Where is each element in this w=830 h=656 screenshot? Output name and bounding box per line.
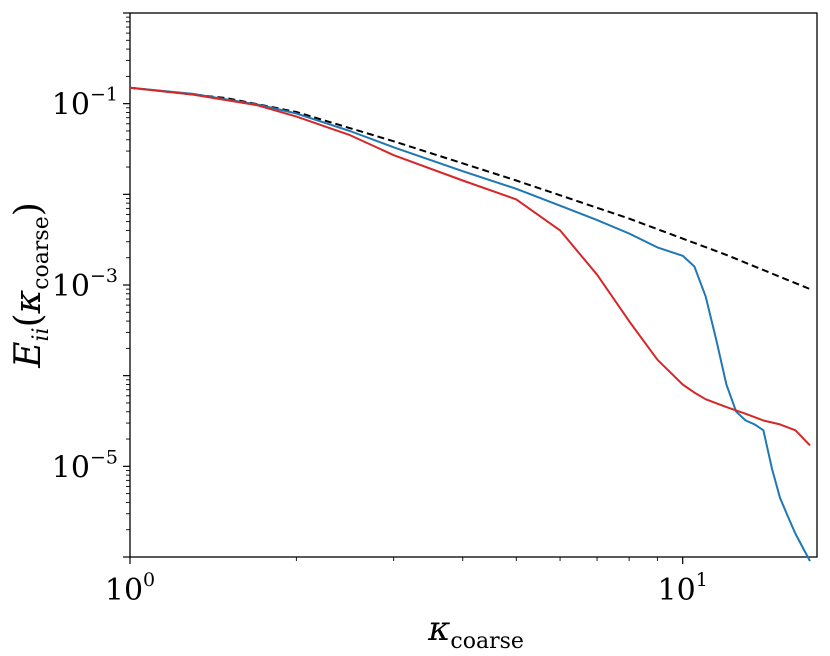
y-axis-ticks: 10−1 10−3 10−5 [52, 12, 130, 558]
y-axis-label-sub: ii [29, 327, 54, 341]
blue-series-line [129, 86, 811, 562]
y-axis-label-main: E [8, 342, 49, 369]
reference-dashed-line [129, 86, 811, 291]
y-axis-label-open: ( [8, 313, 49, 327]
x-tick-label: 101 [658, 569, 708, 608]
x-axis-label: κcoarse [427, 609, 524, 654]
x-axis-ticks: 100 101 [105, 557, 708, 608]
plot-area [129, 12, 818, 558]
y-axis-label-argsub: coarse [29, 216, 54, 290]
red-series-line [129, 86, 811, 447]
y-axis-label: Eii(κcoarse) [8, 202, 54, 369]
y-tick-label: 10−3 [52, 265, 118, 304]
y-tick-label: 10−1 [52, 84, 118, 123]
y-tick-label: 10−5 [52, 446, 118, 485]
y-axis-label-arg: κ [8, 289, 49, 314]
x-axis-label-sub: coarse [450, 629, 524, 654]
series-layer [129, 86, 811, 562]
y-axis-label-close: ) [8, 202, 49, 216]
x-tick-label: 100 [105, 569, 155, 608]
x-axis-label-main: κ [427, 609, 450, 649]
